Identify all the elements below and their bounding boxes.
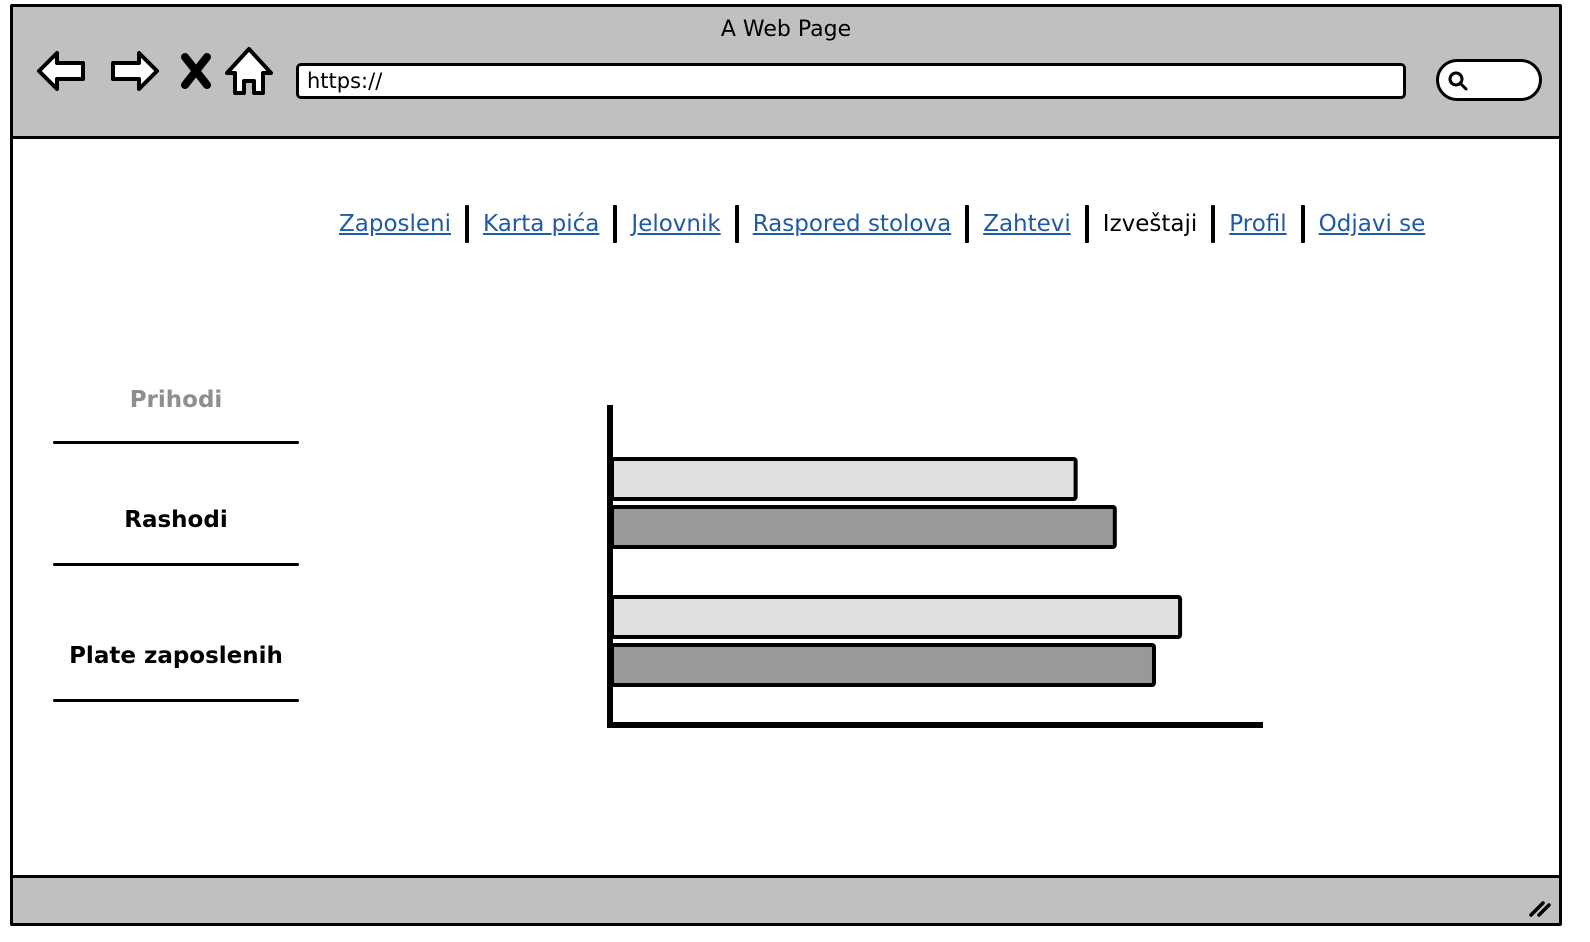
url-input[interactable] bbox=[299, 66, 1403, 96]
search-button[interactable] bbox=[1436, 59, 1542, 101]
forward-button[interactable] bbox=[105, 43, 161, 99]
window-title: A Web Page bbox=[720, 17, 852, 42]
menu-item-profil[interactable]: Profil bbox=[1229, 211, 1287, 237]
menu-item-zaposleni[interactable]: Zaposleni bbox=[339, 211, 452, 237]
back-arrow-icon bbox=[37, 51, 85, 91]
close-x-icon bbox=[181, 53, 211, 89]
home-icon bbox=[225, 47, 273, 95]
bar bbox=[610, 457, 1078, 501]
browser-window: A Web Page bbox=[10, 4, 1562, 926]
menu-item-odjavi-se[interactable]: Odjavi se bbox=[1318, 211, 1426, 237]
menu-separator bbox=[1211, 205, 1216, 243]
sidebar-item-rashodi[interactable]: Rashodi bbox=[124, 507, 228, 533]
sidebar-item-plate-zaposlenih[interactable]: Plate zaposlenih bbox=[69, 643, 283, 669]
menu-item-raspored-stolova[interactable]: Raspored stolova bbox=[752, 211, 952, 237]
forward-arrow-icon bbox=[111, 51, 159, 91]
menu-item-izvestaji-current: Izveštaji bbox=[1102, 211, 1198, 237]
menu-separator bbox=[734, 205, 739, 243]
browser-toolbar: A Web Page bbox=[13, 7, 1559, 139]
menu-item-karta-pica[interactable]: Karta pića bbox=[483, 211, 600, 237]
menu-separator bbox=[1300, 205, 1305, 243]
sidebar-divider bbox=[53, 441, 299, 444]
bar bbox=[610, 595, 1183, 639]
search-icon bbox=[1448, 71, 1468, 91]
menu-separator bbox=[965, 205, 970, 243]
sidebar-item-prihodi[interactable]: Prihodi bbox=[129, 387, 223, 413]
main-menu: Zaposleni Karta pića Jelovnik Raspored s… bbox=[339, 205, 1425, 243]
bar bbox=[610, 643, 1156, 687]
menu-item-jelovnik[interactable]: Jelovnik bbox=[631, 211, 721, 237]
sidebar-divider bbox=[53, 563, 299, 566]
address-bar[interactable] bbox=[296, 63, 1406, 99]
menu-item-zahtevi[interactable]: Zahtevi bbox=[983, 211, 1071, 237]
stop-button[interactable] bbox=[169, 43, 225, 99]
bar bbox=[610, 505, 1117, 549]
status-bar bbox=[13, 875, 1559, 923]
home-button[interactable] bbox=[221, 43, 277, 99]
menu-separator bbox=[1084, 205, 1089, 243]
sidebar-divider bbox=[53, 699, 299, 702]
resize-handle-icon[interactable] bbox=[1525, 891, 1553, 919]
report-bar-chart bbox=[607, 405, 1263, 728]
menu-separator bbox=[613, 205, 618, 243]
menu-separator bbox=[465, 205, 470, 243]
back-button[interactable] bbox=[35, 43, 91, 99]
